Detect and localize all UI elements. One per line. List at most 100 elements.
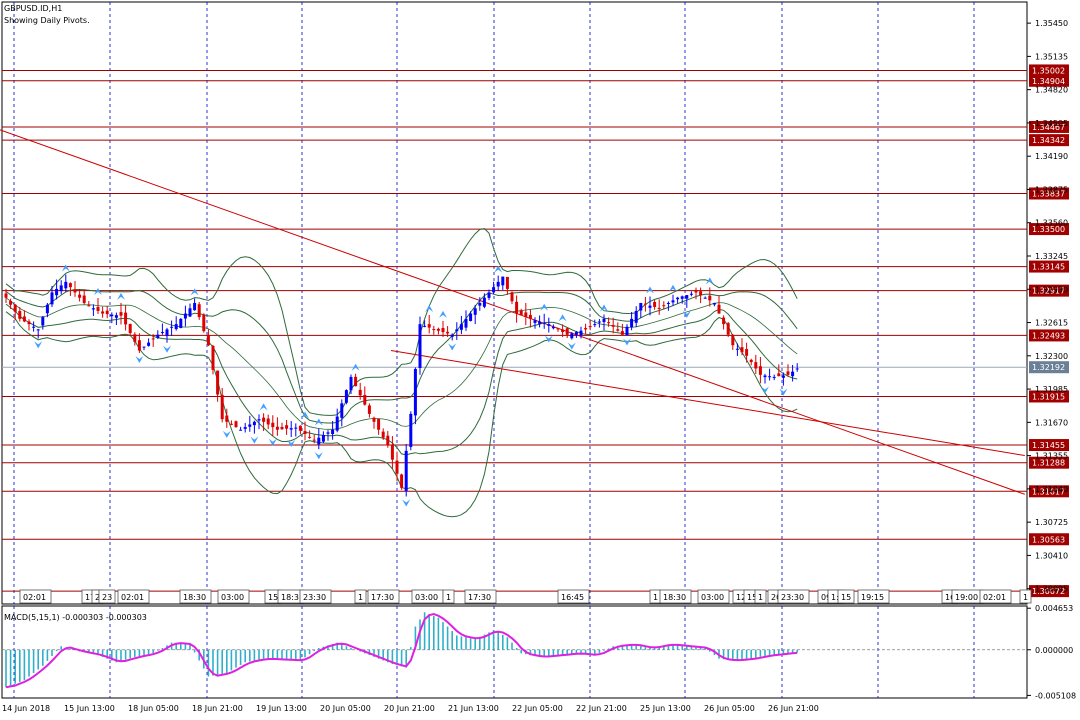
session-tag-label: 15 xyxy=(747,593,757,602)
pivot-label: 1.35002 xyxy=(1032,66,1065,75)
session-tag-label: 16 xyxy=(945,593,955,602)
session-tag-label: 1 xyxy=(1023,593,1028,602)
pivot-label-box xyxy=(1029,120,1069,133)
fractal-up-marker xyxy=(494,265,503,273)
session-tag-box xyxy=(117,589,150,604)
fractal-up-marker xyxy=(190,288,199,296)
candle-body xyxy=(160,332,164,334)
session-tag-label: 12 xyxy=(736,593,746,602)
candle-body xyxy=(694,289,698,293)
pivot-label-box xyxy=(1029,284,1069,297)
candle-body xyxy=(326,432,330,434)
candle-body xyxy=(211,346,215,370)
candle-body xyxy=(271,422,275,428)
session-tag-box xyxy=(179,589,212,604)
candle-body xyxy=(492,287,496,293)
candle-body xyxy=(708,295,712,301)
candle-body xyxy=(455,329,459,332)
session-tag-label: 03:00 xyxy=(221,593,244,602)
candle-body xyxy=(768,376,772,378)
candle-body xyxy=(427,324,431,328)
candle-body xyxy=(124,312,128,325)
chart-subtitle: Showing Daily Pivots. xyxy=(4,16,90,25)
candle-body xyxy=(763,375,767,378)
candle-body xyxy=(607,322,611,324)
band-middle-line xyxy=(5,297,798,430)
candle-body xyxy=(699,291,703,296)
candle-body xyxy=(170,326,174,328)
time-axis-label: 22 Jun 05:00 xyxy=(512,704,563,713)
candle-body xyxy=(179,318,183,329)
candle-body xyxy=(505,276,509,289)
fractal-up-marker xyxy=(705,277,714,285)
candle-body xyxy=(404,450,408,491)
candle-body xyxy=(469,313,473,321)
candle-body xyxy=(202,314,206,332)
candle-body xyxy=(726,323,730,335)
fractal-up-marker xyxy=(540,303,549,311)
fractal-down-marker xyxy=(135,356,144,364)
time-axis-label: 18 Jun 05:00 xyxy=(128,704,179,713)
session-tag-box xyxy=(367,589,400,604)
candle-body xyxy=(510,292,514,302)
fractal-down-marker xyxy=(544,335,553,343)
main-plot-frame xyxy=(1,1,1028,605)
session-tag-label: 03:00 xyxy=(415,593,438,602)
pivot-label-box xyxy=(1029,134,1069,147)
candle-body xyxy=(689,293,693,295)
candle-body xyxy=(188,308,192,317)
session-tag-label: 18:30 xyxy=(183,593,206,602)
candle-body xyxy=(183,313,187,319)
candle-body xyxy=(193,303,197,311)
candle-body xyxy=(459,324,463,330)
pivot-label-box xyxy=(1029,329,1069,342)
fractal-up-marker xyxy=(669,284,677,292)
candle-body xyxy=(275,426,279,430)
candle-body xyxy=(786,371,790,375)
time-axis-label: 26 Jun 05:00 xyxy=(704,704,755,713)
candle-body xyxy=(174,324,178,330)
candle-body xyxy=(206,335,210,346)
candle-body xyxy=(570,333,574,339)
time-axis-label: 20 Jun 21:00 xyxy=(384,704,435,713)
time-axis-label: 14 Jun 2018 xyxy=(2,704,50,713)
candle-body xyxy=(703,297,707,299)
time-axis-label: 22 Jun 21:00 xyxy=(576,704,627,713)
candle-body xyxy=(758,366,762,375)
session-tag-label: 18:30 xyxy=(663,593,686,602)
candle-body xyxy=(524,312,528,318)
fractal-down-marker xyxy=(314,452,323,460)
candle-body xyxy=(78,294,82,298)
session-tag-box xyxy=(19,589,52,604)
candle-body xyxy=(685,295,689,299)
candle-body xyxy=(547,324,551,326)
session-tag-box xyxy=(217,589,250,604)
session-tag-label: 16:45 xyxy=(561,593,584,602)
candle-body xyxy=(616,329,620,331)
macd-plot-frame xyxy=(1,605,1028,699)
pivot-label: 1.33500 xyxy=(1032,225,1065,234)
session-tag-box xyxy=(857,589,890,604)
candle-body xyxy=(722,317,726,325)
session-tag-label: 1 xyxy=(358,593,363,602)
candle-body xyxy=(266,418,270,425)
pivot-label-box xyxy=(1029,187,1069,200)
price-tick-label: 1.33560 xyxy=(1035,219,1068,228)
price-tick-label: 1.31670 xyxy=(1035,418,1068,427)
price-tick-label: 1.30095 xyxy=(1035,585,1068,594)
candle-body xyxy=(731,334,735,346)
candle-body xyxy=(257,419,261,421)
candle-body xyxy=(542,322,546,324)
candle-body xyxy=(110,314,114,317)
candle-body xyxy=(96,307,100,311)
candle-body xyxy=(68,283,72,288)
candle-body xyxy=(105,310,109,315)
candle-body xyxy=(91,308,95,310)
candle-body xyxy=(620,331,624,335)
pivot-label: 1.30563 xyxy=(1032,535,1065,544)
candle-body xyxy=(349,376,353,391)
fractal-up-marker xyxy=(301,411,309,419)
candle-body xyxy=(712,303,716,305)
candle-body xyxy=(82,295,86,303)
